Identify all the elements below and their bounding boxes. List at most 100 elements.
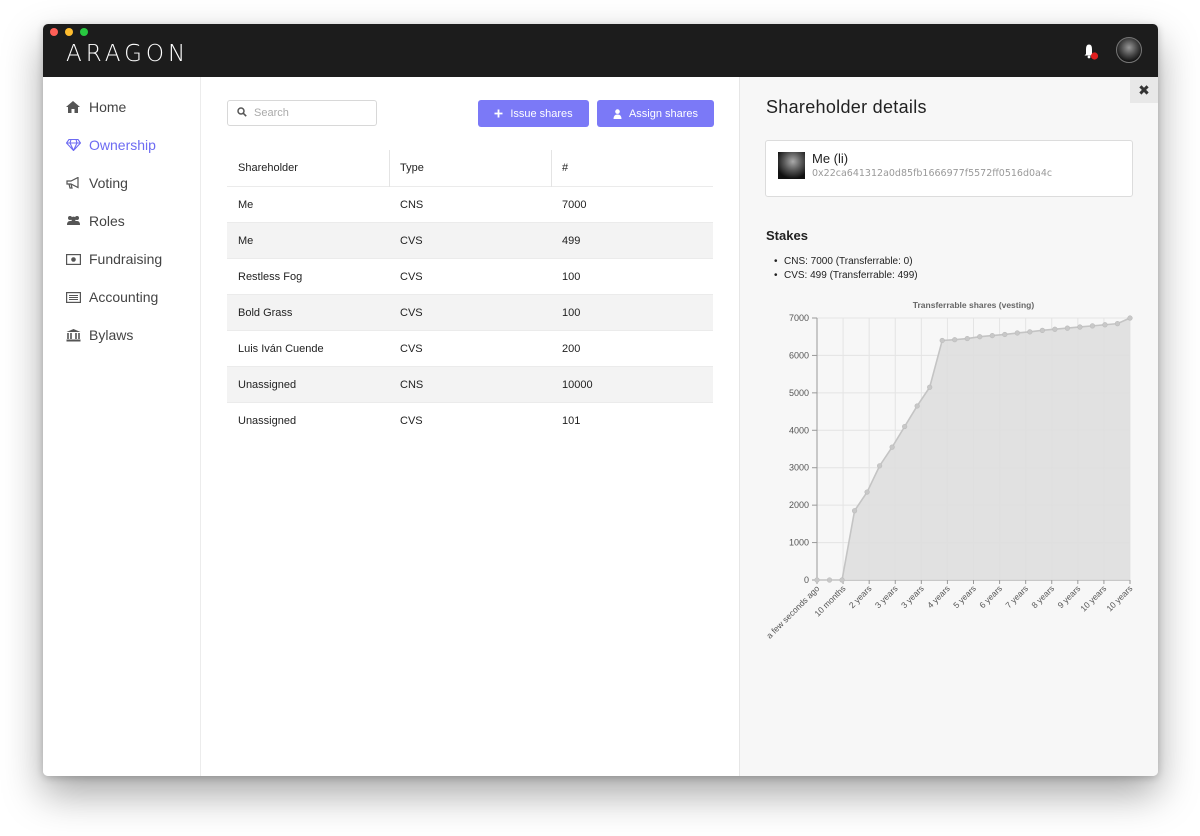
y-tick-label: 5000 (789, 388, 809, 398)
shareholder-avatar (778, 152, 805, 179)
sidebar-item-ownership[interactable]: Ownership (65, 134, 156, 156)
type-cell: CVS (400, 234, 423, 247)
x-tick-label: 5 years (951, 583, 978, 610)
sidebar-item-bylaws[interactable]: Bylaws (65, 324, 133, 346)
count-cell: 7000 (562, 198, 587, 211)
count-cell: 499 (562, 234, 581, 247)
data-point (877, 463, 883, 469)
maximize-window-button[interactable] (80, 28, 88, 36)
data-point (839, 577, 845, 583)
sidebar-item-fundraising[interactable]: Fundraising (65, 248, 162, 270)
sidebar-item-roles[interactable]: Roles (65, 210, 125, 232)
money-icon (65, 252, 81, 266)
bank-icon (65, 328, 81, 342)
x-tick-label: 10 years (1104, 583, 1134, 613)
bell-icon[interactable] (1080, 41, 1100, 61)
data-point (939, 337, 945, 344)
data-point (1102, 322, 1108, 328)
sidebar-item-label: Accounting (89, 289, 159, 305)
y-tick-label: 7000 (789, 313, 809, 323)
count-cell: 200 (562, 342, 581, 355)
table-row[interactable]: Me CVS 499 (227, 223, 713, 259)
table-row[interactable]: Unassigned CNS 10000 (227, 367, 713, 403)
sidebar-item-label: Home (89, 99, 127, 115)
sidebar-item-label: Fundraising (89, 251, 163, 267)
data-point (814, 577, 820, 583)
sidebar: Home Ownership Voting Roles Fundraising (43, 77, 201, 776)
notification-dot (1090, 52, 1099, 60)
assign-shares-button[interactable]: Assign shares (597, 100, 714, 127)
main-content: Issue shares Assign shares Shareholder T… (201, 77, 739, 776)
series-area (817, 318, 1130, 580)
issue-shares-label: Issue shares (510, 107, 573, 120)
diamond-icon (65, 138, 81, 152)
type-cell: CVS (400, 415, 423, 427)
shareholder-card: Me (li) 0x22ca641312a0d85fb1666977f5572f… (765, 140, 1133, 197)
shareholder-cell: Restless Fog (238, 270, 303, 283)
x-tick-label: 6 years (977, 583, 1004, 610)
close-icon[interactable]: ✖ (1130, 77, 1158, 103)
sidebar-item-label: Voting (89, 175, 128, 191)
shareholder-cell: Me (238, 198, 254, 211)
ledger-icon (65, 290, 81, 304)
table-row[interactable]: Unassigned CVS 101 (227, 403, 713, 439)
user-avatar[interactable] (1116, 37, 1142, 63)
minimize-window-button[interactable] (65, 28, 73, 36)
type-cell: CNS (400, 198, 424, 211)
x-tick-label: 3 years (899, 583, 926, 610)
table-row[interactable]: Luis Iván Cuende CVS 200 (227, 331, 713, 367)
stakes-heading: Stakes (766, 228, 808, 243)
x-tick-label: 3 years (873, 583, 900, 610)
data-point (1064, 325, 1071, 331)
data-point (1014, 330, 1020, 336)
search-input[interactable] (254, 107, 364, 119)
data-point (902, 423, 908, 430)
shareholder-cell: Unassigned (238, 415, 297, 427)
search-box[interactable] (227, 100, 377, 126)
x-tick-label: 10 years (1078, 583, 1108, 613)
data-point (952, 337, 958, 343)
data-point (1077, 324, 1083, 330)
stake-item-cvs: CVS: 499 (Transferrable: 499) (774, 269, 918, 283)
sidebar-item-label: Bylaws (89, 327, 134, 343)
x-tick-label: 4 years (925, 583, 952, 610)
data-point (1114, 321, 1121, 327)
count-cell: 10000 (562, 378, 593, 391)
stake-item-cns: CNS: 7000 (Transferrable: 0) (774, 255, 918, 269)
megaphone-icon (65, 176, 81, 190)
column-header-shareholder[interactable]: Shareholder (238, 162, 298, 174)
table-row[interactable]: Me CNS 7000 (227, 187, 713, 223)
count-cell: 101 (562, 415, 581, 427)
issue-shares-button[interactable]: Issue shares (478, 100, 589, 127)
data-point (977, 334, 983, 340)
data-point (1027, 329, 1033, 335)
count-cell: 100 (562, 270, 581, 283)
x-tick-label: 2 years (847, 583, 874, 610)
sidebar-item-label: Ownership (89, 137, 156, 153)
shareholders-table: Shareholder Type # Me CNS 7000 Me CVS 49… (227, 150, 713, 439)
table-header-row: Shareholder Type # (227, 150, 713, 187)
sidebar-item-voting[interactable]: Voting (65, 172, 128, 194)
sidebar-item-accounting[interactable]: Accounting (65, 286, 158, 308)
sidebar-item-home[interactable]: Home (65, 96, 126, 118)
data-point (927, 384, 933, 390)
shareholder-details-panel: ✖ Shareholder details Me (li) 0x22ca6413… (739, 77, 1158, 776)
sidebar-item-label: Roles (89, 213, 125, 229)
close-window-button[interactable] (50, 28, 58, 36)
data-point (964, 335, 970, 342)
data-point (864, 489, 870, 495)
panel-title: Shareholder details (766, 97, 927, 117)
data-point (1089, 323, 1096, 329)
shareholder-address: 0x22ca641312a0d85fb1666977f5572ff0516d0a… (812, 168, 1053, 179)
table-row[interactable]: Restless Fog CVS 100 (227, 259, 713, 295)
table-row[interactable]: Bold Grass CVS 100 (227, 295, 713, 331)
x-tick-label: 8 years (1029, 583, 1056, 610)
data-point (989, 332, 995, 339)
data-point (1002, 331, 1008, 338)
column-header-type[interactable]: Type (400, 162, 424, 174)
y-tick-label: 2000 (789, 500, 809, 510)
stakes-list: CNS: 7000 (Transferrable: 0) CVS: 499 (T… (774, 255, 918, 283)
y-tick-label: 4000 (789, 425, 809, 435)
type-cell: CVS (400, 306, 423, 319)
column-header-count[interactable]: # (562, 162, 569, 174)
